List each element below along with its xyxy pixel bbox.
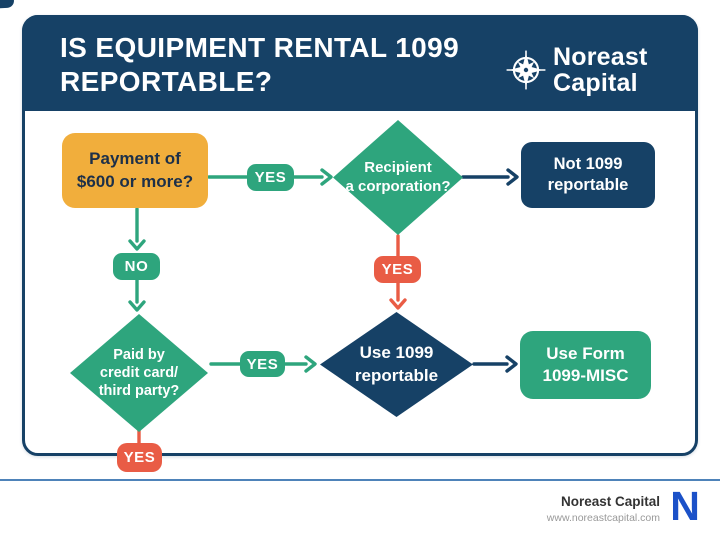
node-not-reportable-result: Not 1099 reportable: [521, 142, 655, 208]
footer: Noreast Capital www.noreastcapital.com N: [0, 483, 720, 541]
footer-brand-name: Noreast Capital: [560, 494, 660, 509]
card-header: IS EQUIPMENT RENTAL 1099 REPORTABLE? Nor…: [22, 15, 698, 111]
footer-website: www.noreastcapital.com: [546, 512, 660, 524]
noreast-logo: Noreast Capital: [505, 44, 648, 96]
logo-line1: Noreast: [553, 43, 648, 71]
label-yes-payment: YES: [247, 164, 294, 191]
footer-divider: [0, 479, 720, 481]
node-use-form-result: Use Form 1099-MISC: [520, 331, 651, 399]
label-yes-bottom: YES: [117, 443, 162, 472]
footer-monogram-n: N: [670, 483, 700, 529]
label-yes-corporation: YES: [374, 256, 421, 283]
label-no-payment: NO: [113, 253, 160, 280]
label-yes-credit-card: YES: [240, 351, 285, 377]
logo-line2: Capital: [553, 69, 638, 97]
page-title: IS EQUIPMENT RENTAL 1099 REPORTABLE?: [60, 32, 460, 98]
footer-brand-block: Noreast Capital www.noreastcapital.com: [547, 494, 660, 524]
corner-decoration: [0, 0, 15, 9]
logo-wordmark: Noreast Capital: [553, 44, 648, 96]
node-payment-question: Payment of $600 or more?: [62, 133, 208, 208]
compass-rose-icon: [506, 50, 546, 90]
